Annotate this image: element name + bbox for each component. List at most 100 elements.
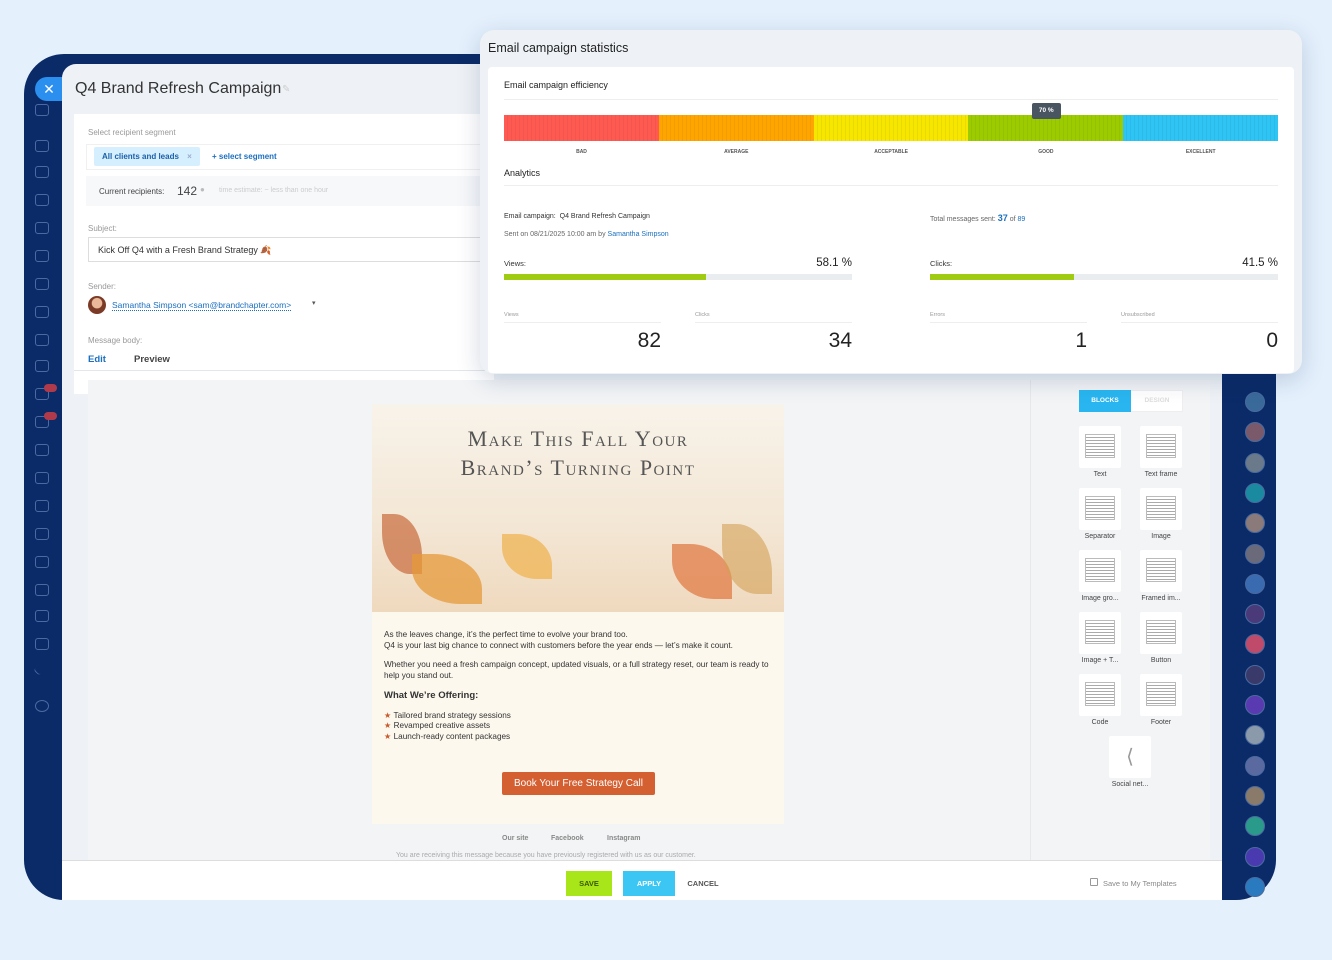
contact-avatar[interactable] (1245, 513, 1265, 534)
save-template-checkbox[interactable] (1090, 878, 1098, 886)
cancel-button[interactable]: CANCEL (687, 879, 719, 888)
footer-link-site[interactable]: Our site (502, 835, 529, 842)
block-label: Image gro... (1081, 595, 1119, 602)
contact-avatar[interactable] (1245, 452, 1265, 473)
contact-avatar[interactable] (1245, 482, 1265, 503)
block-separator[interactable] (1079, 488, 1121, 530)
checklist-icon[interactable] (35, 388, 49, 400)
contact-avatar[interactable] (1245, 725, 1265, 746)
contact-avatar[interactable] (1245, 422, 1265, 443)
contact-avatar[interactable] (1245, 634, 1265, 655)
divider (504, 185, 1278, 186)
sender-label: Sender: (88, 282, 117, 291)
counter-value: 34 (828, 329, 852, 352)
block-label: Footer (1150, 719, 1172, 726)
save-template-label[interactable]: Save to My Templates (1103, 879, 1177, 888)
sender-link[interactable]: Samantha Simpson (607, 231, 669, 238)
segment-chip-label: All clients and leads (102, 152, 179, 161)
scale-segment-good (968, 115, 1124, 141)
drive-icon[interactable] (35, 306, 49, 318)
block-image-gro[interactable] (1079, 550, 1121, 592)
block-text[interactable] (1079, 426, 1121, 468)
campaign-name: Q4 Brand Refresh Campaign (559, 213, 650, 220)
home-icon[interactable] (35, 104, 49, 116)
recipients-count: 142 (177, 184, 198, 198)
calendar-grid-icon[interactable] (35, 444, 49, 456)
footer-link-facebook[interactable]: Facebook (551, 835, 584, 842)
block-icon (1146, 434, 1176, 458)
sender-select[interactable]: Samantha Simpson <sam@brandchapter.com> (112, 300, 292, 311)
paragraph: Whether you need a fresh campaign concep… (384, 660, 769, 680)
save-button[interactable]: SAVE (566, 871, 612, 896)
marketing-icon[interactable] (35, 610, 49, 622)
segment-chip[interactable]: All clients and leads × (94, 147, 200, 166)
contact-card-icon[interactable] (35, 334, 49, 346)
contact-avatar[interactable] (1245, 755, 1265, 776)
tab-blocks[interactable]: BLOCKS (1079, 390, 1131, 412)
contact-avatar[interactable] (1245, 816, 1265, 837)
contact-avatar[interactable] (1245, 664, 1265, 685)
close-icon[interactable]: ✕ (35, 77, 63, 101)
edit-title-icon[interactable]: ✎ (282, 84, 291, 95)
contact-avatar[interactable] (1245, 876, 1265, 897)
contact-avatar[interactable] (1245, 695, 1265, 715)
footer-link-instagram[interactable]: Instagram (607, 835, 641, 842)
users-icon[interactable] (35, 556, 49, 568)
cta-button[interactable]: Book Your Free Strategy Call (502, 772, 655, 795)
tab-preview[interactable]: Preview (134, 354, 170, 365)
feed-icon[interactable] (35, 194, 49, 206)
sign-icon[interactable] (35, 500, 49, 512)
clicks-progress (930, 274, 1278, 280)
chip-close-icon[interactable]: × (187, 152, 192, 161)
offer-text: Tailored brand strategy sessions (393, 710, 511, 720)
subject-input[interactable]: Kick Off Q4 with a Fresh Brand Strategy … (88, 237, 498, 262)
store-icon[interactable] (35, 472, 49, 484)
email-preview[interactable]: Make This Fall Your Brand’s Turning Poin… (372, 404, 784, 824)
mail-icon[interactable] (35, 584, 49, 596)
block-label: Image (1151, 533, 1171, 540)
block-label: Separator (1084, 533, 1116, 540)
target-icon[interactable] (35, 222, 49, 234)
segment-label: Select recipient segment (88, 128, 176, 137)
chevron-down-icon[interactable] (33, 664, 45, 676)
tasks-icon[interactable] (35, 140, 49, 152)
paragraph: Q4 is your last big chance to connect wi… (384, 640, 733, 650)
block-text-frame[interactable] (1140, 426, 1182, 468)
tab-design[interactable]: DESIGN (1144, 397, 1170, 404)
cart-icon[interactable] (35, 638, 49, 650)
monitor-icon[interactable] (35, 360, 49, 372)
calendar-icon[interactable] (35, 250, 49, 262)
apply-button[interactable]: APPLY (623, 871, 675, 896)
campaign-info: Email campaign: Q4 Brand Refresh Campaig… (504, 213, 650, 220)
help-icon[interactable]: ● (200, 185, 205, 194)
chat-icon[interactable] (35, 166, 49, 178)
select-segment-link[interactable]: + select segment (212, 152, 277, 161)
contact-avatar[interactable] (1245, 573, 1265, 594)
document-icon[interactable] (35, 278, 49, 290)
block-icon (1085, 434, 1115, 458)
block-image[interactable] (1140, 488, 1182, 530)
contact-avatar[interactable] (1245, 543, 1265, 564)
block-label: Social net... (1111, 781, 1149, 788)
block-footer[interactable] (1140, 674, 1182, 716)
contact-avatar[interactable] (1245, 785, 1265, 806)
block-social-net[interactable]: ⟨ (1109, 736, 1151, 778)
block-icon (1146, 682, 1176, 706)
block-code[interactable] (1079, 674, 1121, 716)
filter-icon[interactable] (35, 416, 49, 428)
notification-badge (44, 412, 57, 420)
block-button[interactable] (1140, 612, 1182, 654)
divider (504, 322, 661, 323)
block-image-t[interactable] (1079, 612, 1121, 654)
settings-icon[interactable] (35, 700, 49, 712)
total-sent-count: 37 (997, 213, 1008, 223)
team-icon[interactable] (35, 528, 49, 540)
contact-avatar[interactable] (1245, 846, 1265, 867)
chevron-down-icon[interactable]: ▾ (312, 300, 316, 307)
divider (1030, 380, 1031, 860)
email-builder: Make This Fall Your Brand’s Turning Poin… (88, 380, 1210, 860)
block-framed-im[interactable] (1140, 550, 1182, 592)
tab-edit[interactable]: Edit (88, 354, 106, 371)
contact-avatar[interactable] (1245, 604, 1265, 625)
contact-avatar[interactable] (1245, 392, 1265, 412)
